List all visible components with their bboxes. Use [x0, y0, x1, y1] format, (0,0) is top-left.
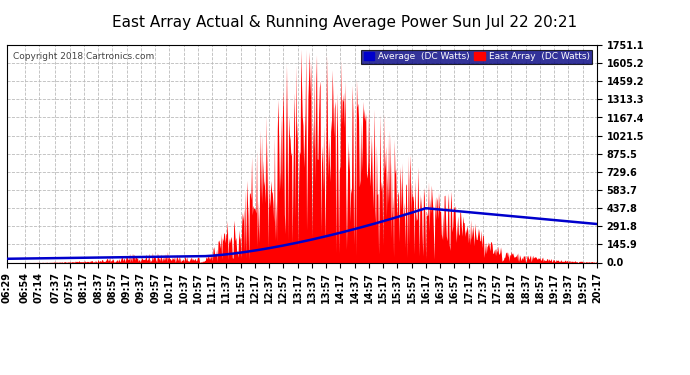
Legend: Average  (DC Watts), East Array  (DC Watts): Average (DC Watts), East Array (DC Watts…	[361, 50, 592, 64]
Text: Copyright 2018 Cartronics.com: Copyright 2018 Cartronics.com	[13, 51, 154, 60]
Text: East Array Actual & Running Average Power Sun Jul 22 20:21: East Array Actual & Running Average Powe…	[112, 15, 578, 30]
